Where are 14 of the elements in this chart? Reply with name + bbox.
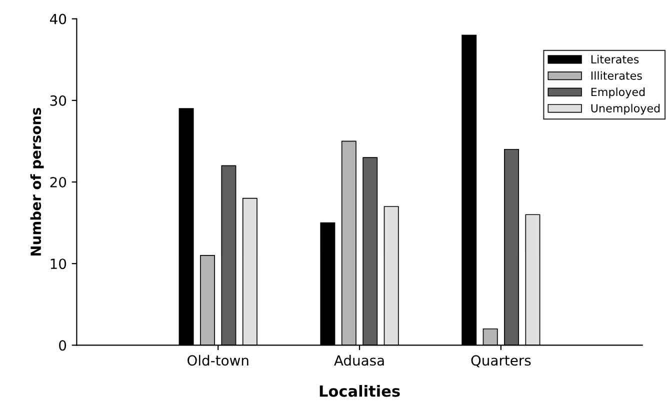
legend-label: Unemployed: [591, 104, 660, 115]
legend-label: Employed: [591, 88, 645, 98]
legend-label: Literates: [591, 54, 639, 64]
y-tick-label: 0: [59, 340, 66, 351]
x-tick-label: Aduasa: [334, 354, 384, 366]
y-tick-label: 10: [50, 258, 66, 270]
x-tick-label: Quarters: [471, 355, 531, 368]
x-axis-title: Localities: [320, 385, 400, 397]
x-tick-label: Old-town: [188, 354, 248, 366]
y-tick-label: 40: [50, 14, 66, 24]
y-axis-title: Number of persons: [30, 108, 44, 256]
y-tick-label: 20: [50, 176, 66, 188]
legend-label: Illiterates: [591, 71, 642, 80]
y-tick-label: 30: [50, 95, 66, 106]
